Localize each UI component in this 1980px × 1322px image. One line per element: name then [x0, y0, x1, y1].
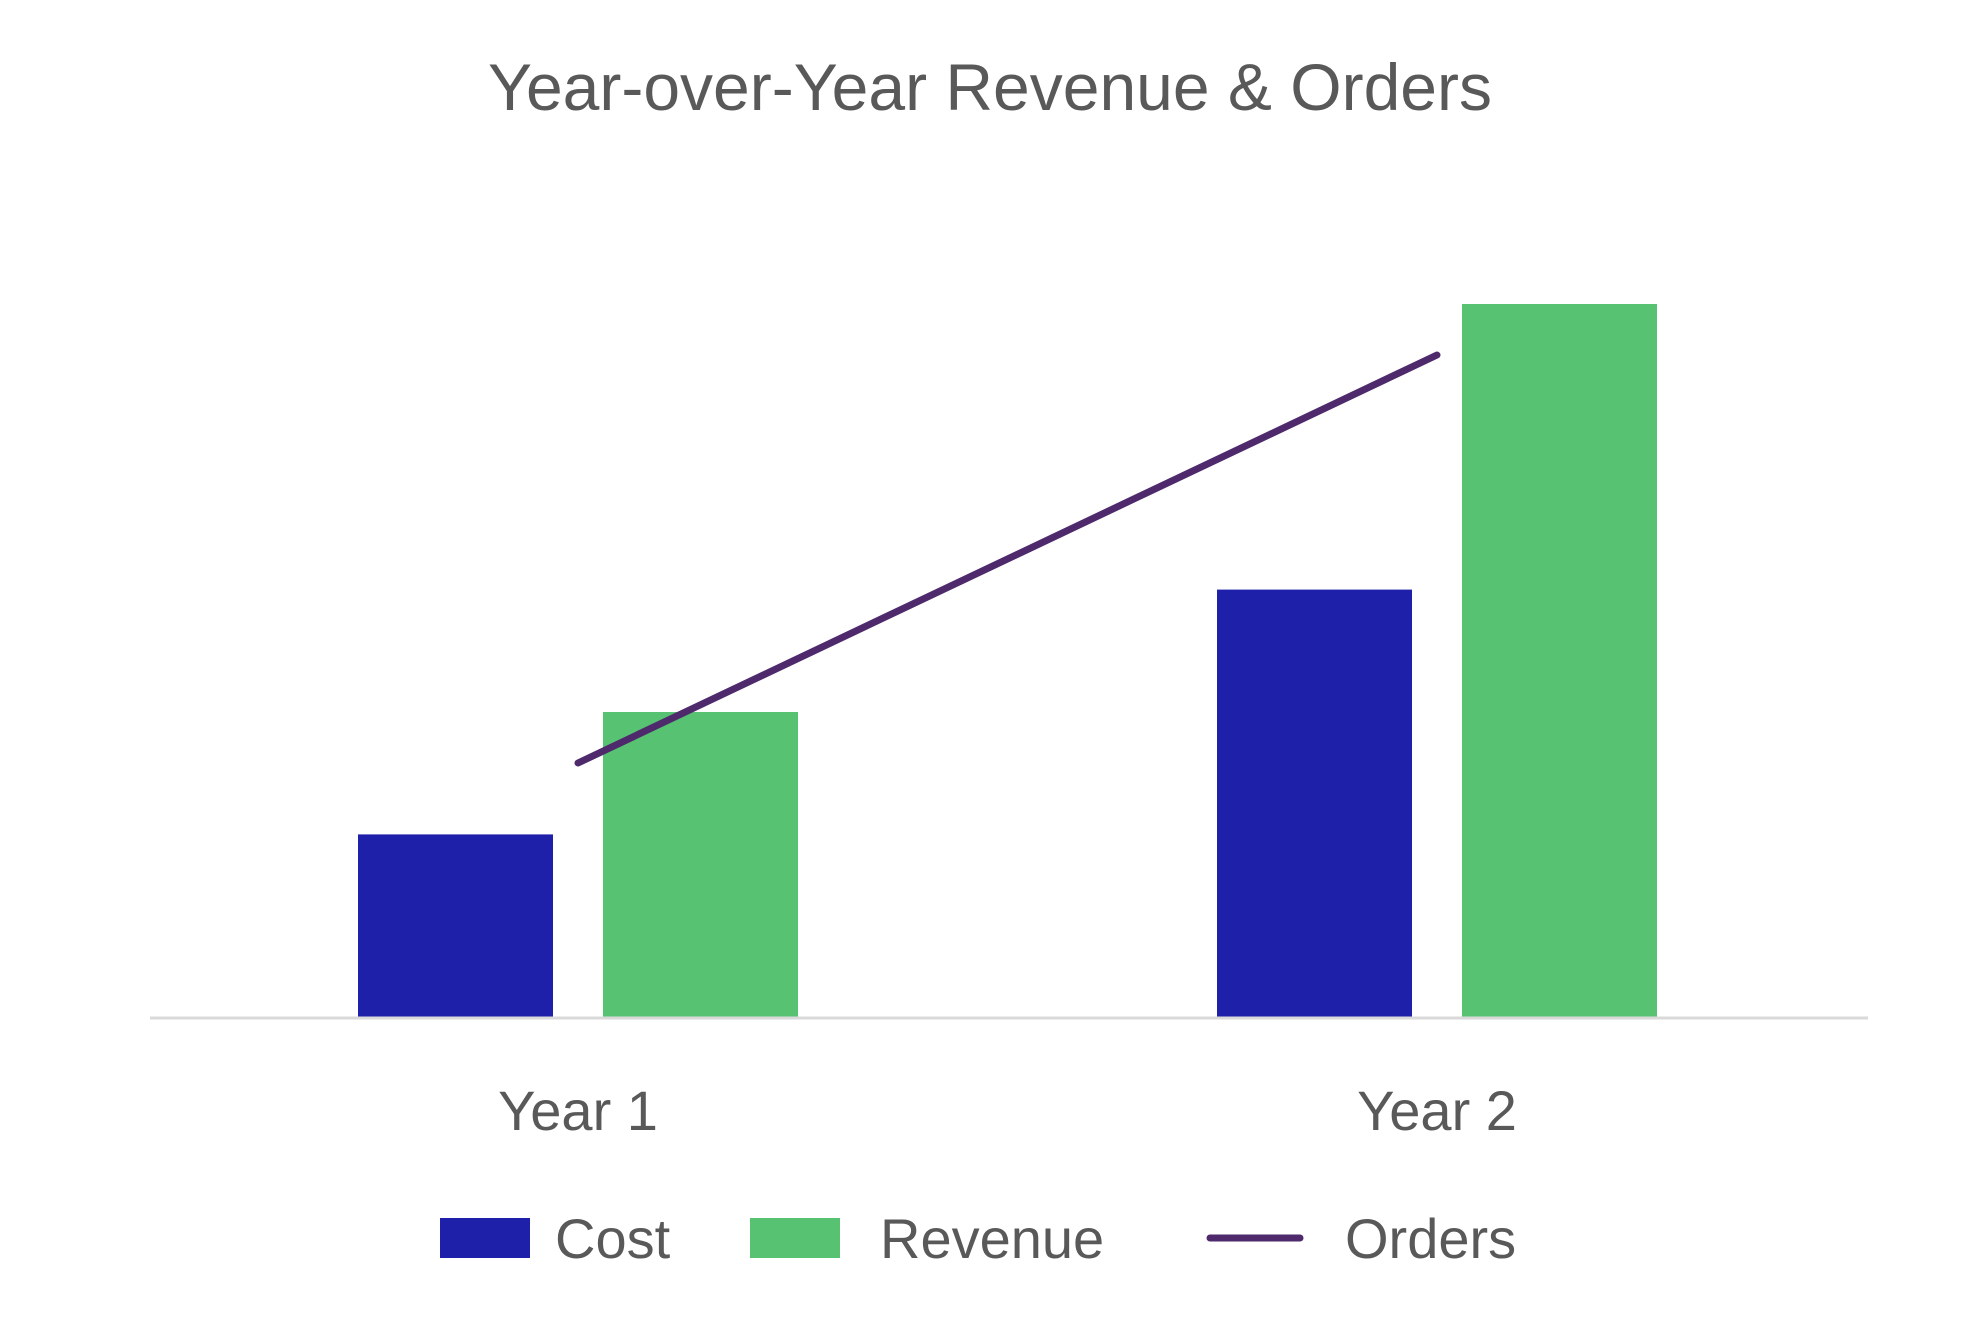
- legend: Cost Revenue Orders: [440, 1207, 1516, 1270]
- line-orders: [574, 351, 1441, 767]
- legend-swatch-revenue: [750, 1218, 840, 1258]
- x-tick-label: Year 2: [1357, 1079, 1517, 1142]
- bars-layer: [358, 304, 1657, 1018]
- legend-label-cost: Cost: [555, 1207, 671, 1270]
- legend-swatch-cost: [440, 1218, 530, 1258]
- bar-revenue-1: [603, 712, 798, 1018]
- bar-cost-2: [1217, 589, 1412, 1018]
- chart-title: Year-over-Year Revenue & Orders: [488, 50, 1492, 124]
- legend-label-revenue: Revenue: [880, 1207, 1104, 1270]
- bar-cost-1: [358, 834, 553, 1018]
- x-tick-label: Year 1: [498, 1079, 658, 1142]
- line-layer: [574, 351, 1441, 767]
- x-tick-labels: Year 1 Year 2: [498, 1079, 1517, 1142]
- bar-revenue-2: [1462, 304, 1657, 1018]
- legend-label-orders: Orders: [1345, 1207, 1516, 1270]
